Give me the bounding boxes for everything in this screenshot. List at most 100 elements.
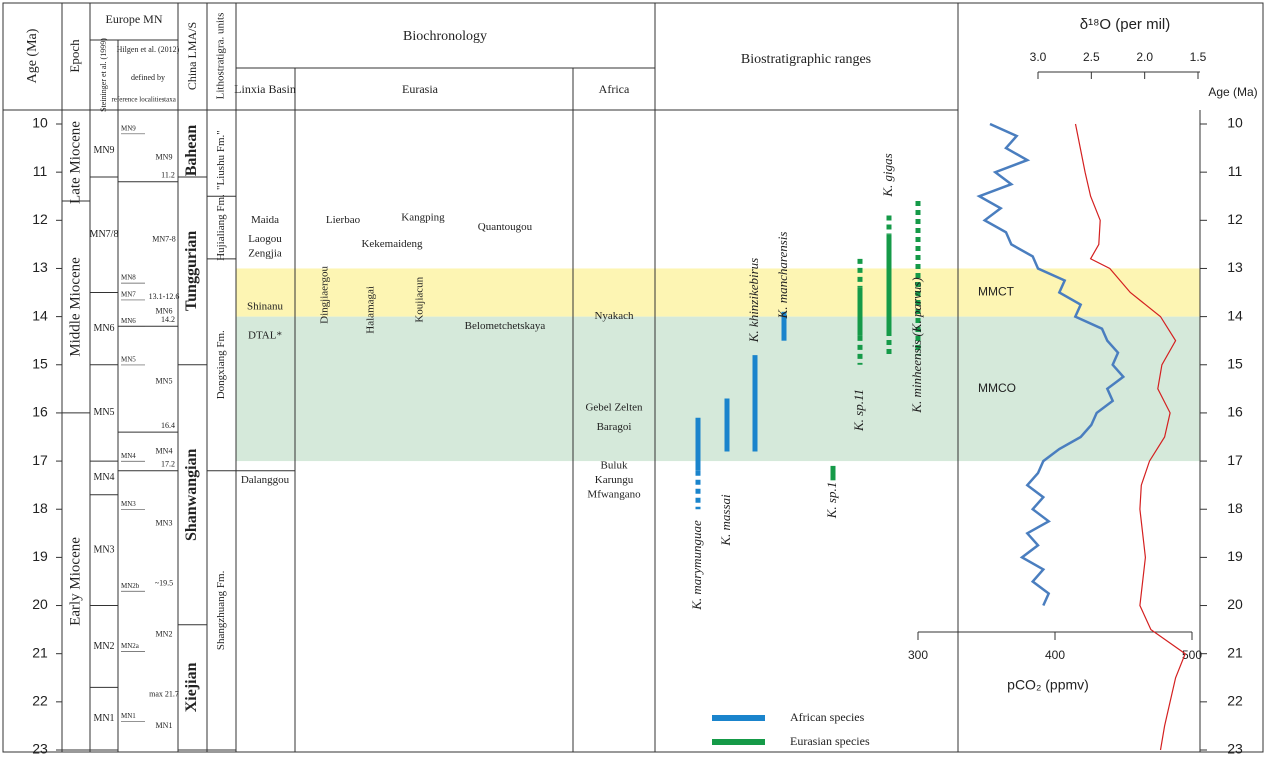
hilgen-ref: MN8 [121,274,136,282]
age-tick-label: 18 [32,500,48,516]
hilgen-ref: MN1 [121,712,136,720]
locality: Kangping [401,211,445,223]
locality: Belometchetskaya [465,320,546,332]
hilgen-boundary-label: 16.4 [161,421,175,430]
age-tick-label: 15 [32,355,48,371]
age-tick-label: 22 [32,693,48,709]
header: Africa [599,82,630,96]
age-tick-label: 21 [32,644,48,660]
age-tick-label: 20 [32,596,48,612]
hilgen-ref: MN5 [121,356,136,364]
hilgen-boundary-label: 17.2 [161,460,175,469]
header: taxa [164,96,177,104]
legend-label: Eurasian species [790,734,870,748]
age-tick-label: 10 [32,115,48,131]
climate-bands [236,268,1200,462]
steininger_mn-label: MN2 [93,641,114,652]
age-tick-label: 17 [1227,452,1243,468]
locality: Kekemaideng [361,238,423,250]
locality: Maida [251,214,279,226]
hilgen-zone: MN3 [156,519,173,528]
d18o-tick-label: 2.0 [1136,50,1153,64]
d18o-tick-label: 2.5 [1083,50,1100,64]
locality: Koujiacun [414,276,426,322]
steininger_mn-label: MN9 [93,145,114,156]
header: δ¹⁸O (per mil) [1080,16,1171,33]
china_lma-label: Xiejian [183,662,200,712]
header: China LMA/S [185,22,199,90]
taxon-label: K. sp.11 [851,389,866,432]
header: Age (Ma) [25,28,40,83]
age-tick-label: 16 [32,404,48,420]
header: defined by [131,73,165,82]
china_lma-label: Bahean [183,125,200,177]
pco2-tick-label: 500 [1182,648,1202,662]
steininger_mn-label: MN3 [93,544,114,555]
age-tick-label: 22 [1227,693,1243,709]
band-label: MMCT [978,285,1015,299]
locality: Mfwangano [587,488,641,500]
steininger_mn-label: MN1 [93,713,114,724]
hilgen-ref: MN2a [121,642,140,650]
locality: Zengjia [248,248,282,260]
age-tick-label: 13 [1227,259,1243,275]
hilgen-zone: MN2 [156,629,173,638]
hilgen-ref: MN4 [121,452,136,460]
hilgen-ref: MN9 [121,124,136,132]
header: reference localities [111,96,164,104]
locality: Laogou [248,233,282,245]
steininger_mn-label: MN5 [93,407,114,418]
header: Biochronology [403,29,487,44]
locality: Gebel Zelten [585,402,643,414]
header: Epoch [67,39,82,73]
taxon-label: K. khinzikebirus [746,258,761,344]
locality: Dalanggou [241,474,290,486]
hilgen-zone: MN9 [156,153,173,162]
locality: Quantougou [478,221,533,233]
climate-band [236,268,1200,317]
taxon-label: K. minheensis (K. parvus) [909,277,924,413]
age-tick-label: 15 [1227,355,1243,371]
age-tick-label: 21 [1227,644,1243,660]
hilgen-zone: max 21.7 [149,689,179,698]
epochs-label: Middle Miocene [67,257,83,357]
age-tick-label: 23 [1227,741,1243,757]
steininger_mn-label: MN7/8 [90,229,119,240]
age-tick-label: 19 [32,548,48,564]
locality: Shinanu [247,301,284,313]
age-tick-label: 23 [32,741,48,757]
headers: Age (Ma) Epoch Europe MN Steininger et a… [25,12,1257,112]
epochs-label: Early Miocene [67,537,83,626]
hilgen-zone: MN1 [156,721,173,730]
litho-label: "Liushu Fm." [215,130,227,190]
header: Hilgen et al. (2012) [117,45,180,54]
header: Biostratigraphic ranges [741,52,871,67]
hilgen-ref: MN7 [121,291,136,299]
hilgen-zone: MN7-8 [152,234,176,243]
litho-label: Shangzhuang Fm. [215,570,227,650]
pco2-tick-label: 300 [908,648,928,662]
d18o-tick-label: 3.0 [1030,50,1047,64]
taxon-label: K. sp.1 [824,482,839,519]
age-tick-label: 18 [1227,500,1243,516]
hilgen-boundary-label: 14.2 [161,315,175,324]
taxon-label: K. marymunguae [689,520,704,611]
locality: DTAL* [248,329,282,341]
locality: Halamagai [365,286,377,334]
pco2-curve [1074,123,1186,751]
taxon-label: K. massai [718,494,733,547]
locality: Dingjiaergou [319,266,331,324]
age-tick-label: 13 [32,259,48,275]
epochs-label: Late Miocene [67,121,83,204]
litho-label: Dongxiang Fm. [215,330,227,399]
hilgen-zone: MN5 [156,376,173,385]
age-tick-label: 10 [1227,115,1243,131]
locality: Karungu [595,474,634,486]
locality: Lierbao [326,214,361,226]
legend-label: African species [790,710,865,724]
header: Lithostratigra. units [215,13,227,100]
pco2-title: pCO₂ (ppmv) [1007,677,1089,693]
